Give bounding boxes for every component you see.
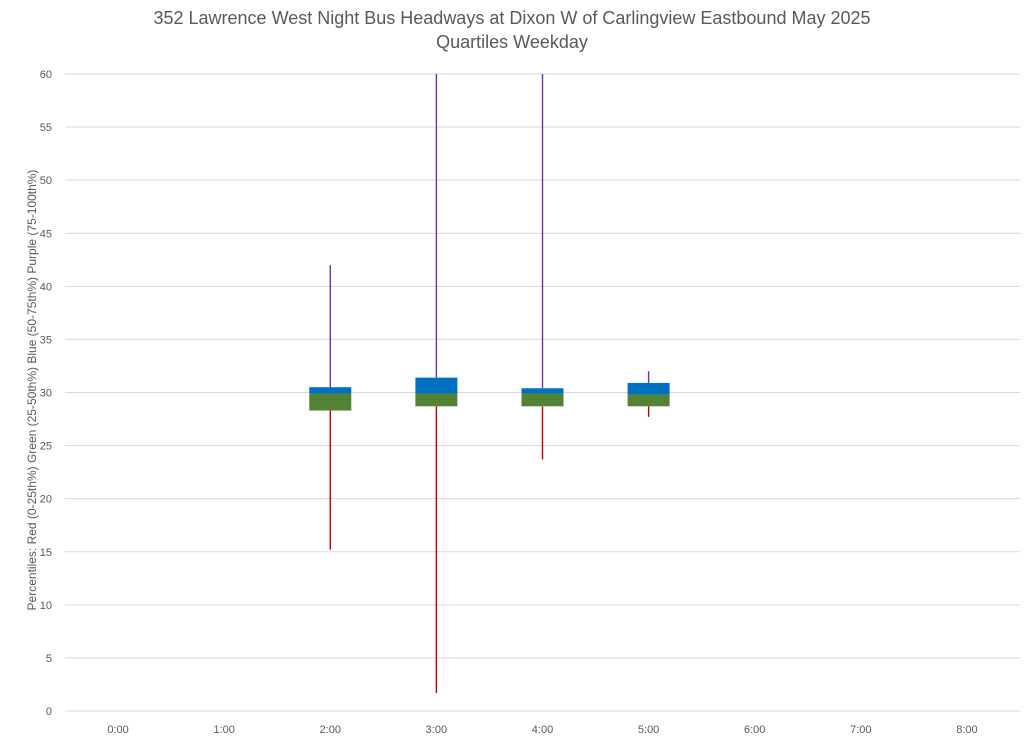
box-4:00 — [521, 74, 564, 460]
y-tick-label: 55 — [40, 122, 52, 134]
y-tick-label: 0 — [46, 706, 52, 718]
box-3:00 — [415, 74, 458, 693]
y-tick-label: 25 — [40, 441, 52, 453]
x-tick-label: 3:00 — [426, 724, 447, 736]
y-tick-label: 5 — [46, 653, 52, 665]
x-tick-label: 7:00 — [850, 724, 871, 736]
box-2:00 — [309, 265, 352, 550]
x-tick-label: 4:00 — [532, 724, 553, 736]
y-tick-label: 60 — [40, 69, 52, 81]
y-tick-label: 30 — [40, 388, 52, 400]
x-tick-labels: 0:00 1:00 2:00 3:00 4:00 5:00 6:00 7:00 8:00 — [107, 724, 977, 736]
box-lower-quartile — [521, 393, 564, 407]
chart-title-line2: Quartiles Weekday — [436, 32, 588, 52]
y-tick-label: 50 — [40, 175, 52, 187]
box-5:00 — [627, 371, 670, 417]
chart-title-line1: 352 Lawrence West Night Bus Headways at … — [153, 8, 871, 28]
y-tick-label: 10 — [40, 600, 52, 612]
boxes — [309, 74, 670, 693]
y-tick-label: 45 — [40, 228, 52, 240]
x-tick-label: 1:00 — [213, 724, 234, 736]
box-upper-quartile — [309, 387, 352, 394]
x-tick-label: 0:00 — [107, 724, 128, 736]
box-lower-quartile — [627, 394, 670, 407]
y-tick-label: 35 — [40, 334, 52, 346]
box-lower-quartile — [309, 393, 352, 411]
box-lower-quartile — [415, 393, 458, 407]
y-tick-label: 40 — [40, 281, 52, 293]
y-tick-label: 20 — [40, 494, 52, 506]
y-tick-label: 15 — [40, 547, 52, 559]
box-upper-quartile — [415, 377, 458, 394]
box-upper-quartile — [627, 382, 670, 395]
x-tick-label: 5:00 — [638, 724, 659, 736]
box-upper-quartile — [521, 388, 564, 394]
x-tick-label: 8:00 — [956, 724, 977, 736]
chart-title: 352 Lawrence West Night Bus Headways at … — [0, 6, 1024, 54]
x-tick-label: 6:00 — [744, 724, 765, 736]
y-tick-labels: 0 5 10 15 20 25 30 35 40 45 50 55 60 — [40, 69, 52, 718]
x-tick-label: 2:00 — [320, 724, 341, 736]
